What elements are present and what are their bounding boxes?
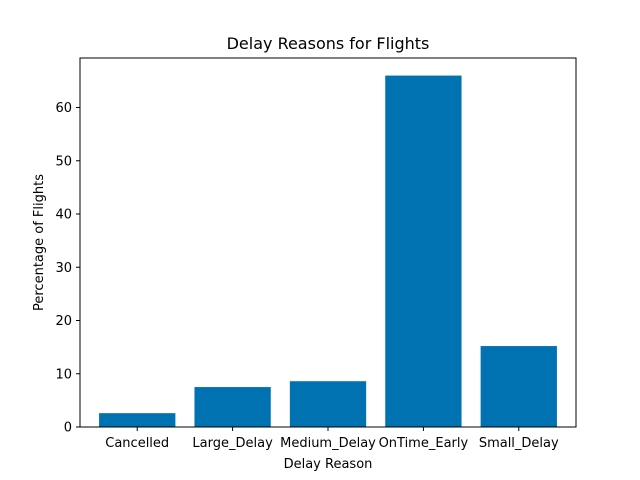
- y-tick-label: 30: [55, 261, 72, 276]
- bar-medium-delay: [289, 381, 367, 427]
- x-tick-label: Medium_Delay: [280, 436, 376, 451]
- bar-cancelled: [99, 413, 176, 427]
- x-axis-ticks: Cancelled Large_Delay Medium_Delay OnTime_E…: [105, 427, 559, 451]
- x-tick-label: Large_Delay: [192, 436, 273, 451]
- y-axis-ticks: 0 10 20 30 40 50 60: [55, 101, 80, 436]
- y-tick-label: 50: [55, 154, 72, 169]
- chart-title: Delay Reasons for Flights: [227, 34, 430, 53]
- y-tick-label: 60: [55, 101, 72, 116]
- x-tick-label: OnTime_Early: [379, 436, 469, 451]
- y-tick-label: 10: [55, 367, 72, 382]
- x-axis-label: Delay Reason: [284, 457, 373, 472]
- bar-small-delay: [480, 346, 557, 427]
- bar-large-delay: [194, 387, 271, 427]
- bars-group: [99, 75, 557, 428]
- y-axis-label: Percentage of Flights: [32, 174, 47, 311]
- y-tick-label: 40: [55, 208, 72, 223]
- x-tick-label: Cancelled: [105, 436, 169, 451]
- x-tick-label: Small_Delay: [479, 436, 559, 451]
- y-tick-label: 20: [55, 314, 72, 329]
- plot-frame: [79, 57, 577, 428]
- bar-ontime-early: [385, 75, 462, 428]
- y-tick-label: 0: [64, 421, 72, 436]
